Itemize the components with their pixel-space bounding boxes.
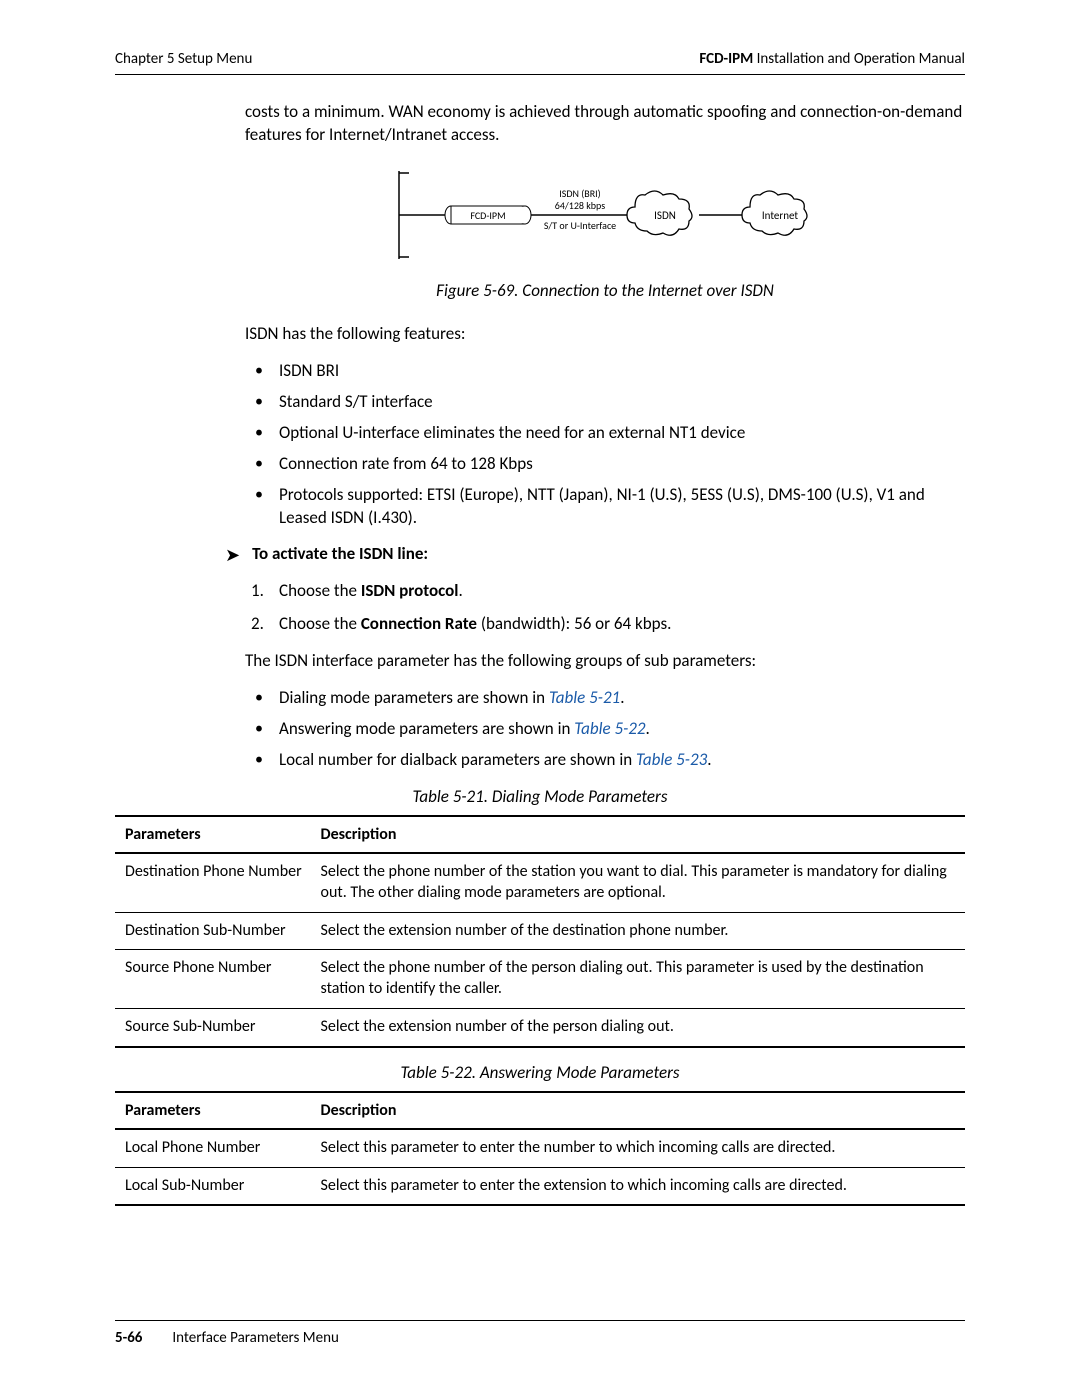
table-header: Parameters: [115, 1092, 311, 1129]
table22-caption: Table 5-22. Answering Mode Parameters: [115, 1062, 965, 1083]
step-item: Choose the Connection Rate (bandwidth): …: [245, 612, 965, 636]
table-link[interactable]: Table 5-22: [574, 718, 645, 739]
figure-label-line3: S/T or U-Interface: [544, 219, 616, 232]
table-row: Local Sub-NumberSelect this parameter to…: [115, 1167, 965, 1205]
sub-bullet-item: Dialing mode parameters are shown in Tab…: [245, 687, 965, 710]
features-list: ISDN BRI Standard S/T interface Optional…: [245, 360, 965, 530]
figure-label-line2: 64/128 kbps: [555, 199, 605, 212]
table-row: Destination Phone NumberSelect the phone…: [115, 853, 965, 912]
sub-bullet-item: Local number for dialback parameters are…: [245, 749, 965, 772]
table21-caption: Table 5-21. Dialing Mode Parameters: [115, 786, 965, 807]
header-right-rest: Installation and Operation Manual: [753, 50, 965, 68]
table-header: Description: [311, 1092, 966, 1129]
sub-intro: The ISDN interface parameter has the fol…: [245, 650, 965, 673]
footer-page: 5-66: [115, 1329, 142, 1347]
sub-bullets: Dialing mode parameters are shown in Tab…: [245, 687, 965, 772]
activate-heading: To activate the ISDN line:: [252, 543, 428, 564]
feature-item: ISDN BRI: [245, 360, 965, 383]
table-header: Description: [311, 816, 966, 853]
table-header: Parameters: [115, 816, 311, 853]
figure-label-box: FCD-IPM: [470, 209, 505, 222]
steps-list: Choose the ISDN protocol. Choose the Con…: [245, 579, 965, 637]
header-right-bold: FCD-IPM: [699, 50, 753, 68]
figure-cloud2: Internet: [762, 209, 799, 222]
table-link[interactable]: Table 5-23: [636, 749, 707, 770]
table-22: Parameters Description Local Phone Numbe…: [115, 1091, 965, 1207]
table-row: Destination Sub-NumberSelect the extensi…: [115, 912, 965, 950]
table-link[interactable]: Table 5-21: [549, 687, 620, 708]
table-row: Source Phone NumberSelect the phone numb…: [115, 950, 965, 1009]
table-row: Local Phone NumberSelect this parameter …: [115, 1129, 965, 1167]
features-intro: ISDN has the following features:: [245, 323, 965, 346]
figure-diagram: FCD-IPM ISDN (BRI) 64/128 kbps S/T or U-…: [245, 165, 965, 270]
footer-section: Interface Parameters Menu: [172, 1329, 338, 1347]
sub-bullet-item: Answering mode parameters are shown in T…: [245, 718, 965, 741]
arrow-icon: ➤: [225, 543, 240, 568]
activate-heading-row: ➤ To activate the ISDN line:: [225, 543, 965, 568]
header-left: Chapter 5 Setup Menu: [115, 50, 252, 68]
header-right: FCD-IPM Installation and Operation Manua…: [699, 50, 965, 68]
table-row: Source Sub-NumberSelect the extension nu…: [115, 1008, 965, 1046]
feature-item: Connection rate from 64 to 128 Kbps: [245, 453, 965, 476]
table-21: Parameters Description Destination Phone…: [115, 815, 965, 1048]
intro-paragraph: costs to a minimum. WAN economy is achie…: [245, 101, 965, 147]
figure-cloud1: ISDN: [654, 209, 676, 222]
step-item: Choose the ISDN protocol.: [245, 579, 965, 603]
feature-item: Protocols supported: ETSI (Europe), NTT …: [245, 484, 965, 530]
page-footer: 5-66 Interface Parameters Menu: [115, 1320, 965, 1347]
page-header: Chapter 5 Setup Menu FCD-IPM Installatio…: [115, 50, 965, 75]
main-content: costs to a minimum. WAN economy is achie…: [245, 101, 965, 772]
figure-caption: Figure 5-69. Connection to the Internet …: [245, 280, 965, 301]
feature-item: Optional U-interface eliminates the need…: [245, 422, 965, 445]
feature-item: Standard S/T interface: [245, 391, 965, 414]
